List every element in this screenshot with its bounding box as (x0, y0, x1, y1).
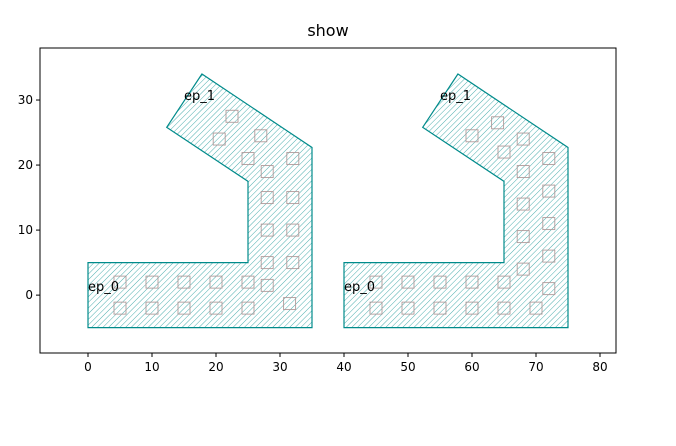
square-marker (286, 223, 300, 237)
plot-frame (39, 47, 617, 354)
square-marker (260, 278, 274, 292)
square-marker (433, 275, 447, 289)
x-tick-label: 70 (528, 360, 543, 374)
square-marker (401, 301, 415, 315)
y-tick-label: 30 (18, 93, 33, 107)
square-marker (497, 145, 511, 159)
annotation: ep_1 (440, 89, 471, 104)
square-marker (209, 301, 223, 315)
square-marker (260, 256, 274, 270)
square-marker (254, 129, 268, 143)
polygon (343, 73, 569, 329)
square-marker (209, 275, 223, 289)
y-tick-label: 20 (18, 158, 33, 172)
square-marker (212, 132, 226, 146)
x-tick-label: 80 (592, 360, 607, 374)
square-marker (433, 301, 447, 315)
square-marker (542, 152, 556, 166)
square-marker (465, 301, 479, 315)
square-marker (516, 165, 530, 179)
square-marker (542, 217, 556, 231)
chart-title: show (307, 21, 348, 40)
square-marker (286, 256, 300, 270)
square-marker (145, 301, 159, 315)
square-marker (516, 230, 530, 244)
x-tick-label: 20 (208, 360, 223, 374)
square-marker (145, 275, 159, 289)
polygon (87, 73, 313, 329)
annotation: ep_0 (88, 280, 119, 295)
annotation: ep_0 (344, 280, 375, 295)
square-marker (465, 275, 479, 289)
square-marker (260, 165, 274, 179)
square-marker (497, 275, 511, 289)
square-marker (241, 152, 255, 166)
square-marker (465, 129, 479, 143)
square-marker (529, 301, 543, 315)
y-tick-label: 0 (25, 288, 33, 302)
square-marker (177, 275, 191, 289)
square-marker (177, 301, 191, 315)
x-tick-label: 0 (84, 360, 92, 374)
square-marker (260, 223, 274, 237)
square-marker (283, 297, 297, 311)
square-marker (516, 197, 530, 211)
x-tick-label: 50 (400, 360, 415, 374)
x-tick-label: 30 (272, 360, 287, 374)
square-marker (286, 152, 300, 166)
square-marker (516, 132, 530, 146)
square-marker (113, 301, 127, 315)
square-marker (113, 275, 127, 289)
annotation: ep_1 (184, 89, 215, 104)
square-marker (542, 282, 556, 296)
square-marker (225, 109, 239, 123)
square-marker (542, 249, 556, 263)
x-tick-label: 10 (144, 360, 159, 374)
square-marker (401, 275, 415, 289)
square-marker (491, 116, 505, 130)
y-tick-label: 10 (18, 223, 33, 237)
x-tick-label: 60 (464, 360, 479, 374)
x-tick-label: 40 (336, 360, 351, 374)
square-marker (369, 301, 383, 315)
square-marker (542, 184, 556, 198)
square-marker (241, 301, 255, 315)
square-marker (286, 191, 300, 205)
square-marker (369, 275, 383, 289)
square-marker (497, 301, 511, 315)
square-marker (241, 275, 255, 289)
square-marker (516, 262, 530, 276)
square-marker (260, 191, 274, 205)
